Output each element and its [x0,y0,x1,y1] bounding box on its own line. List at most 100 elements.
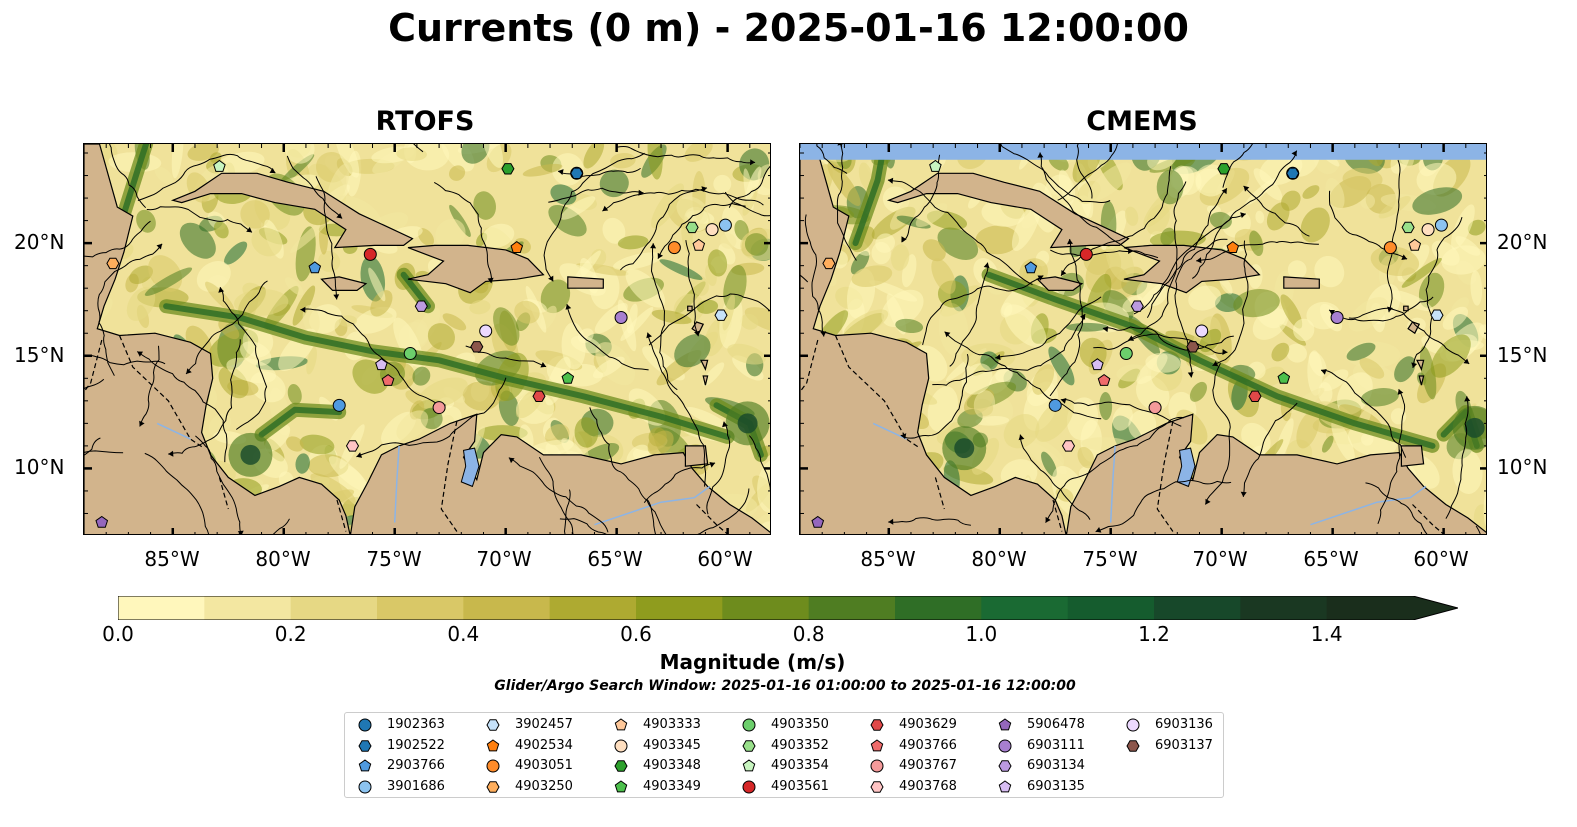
float-marker-6903136[interactable] [1195,324,1209,338]
colorbar-segment [1240,596,1328,620]
float-marker-4903629[interactable] [1248,390,1262,402]
legend-marker-4903345[interactable] [614,739,628,752]
float-marker-6903137[interactable] [1186,341,1200,353]
legend-marker-6903135[interactable] [998,779,1012,792]
float-marker-6903137[interactable] [470,341,484,353]
float-marker-3901686[interactable] [1434,218,1448,232]
float-marker-3901686[interactable] [718,218,732,232]
float-marker-4903352[interactable] [1401,221,1415,234]
float-marker-4903345[interactable] [1421,223,1435,237]
float-marker-3902457[interactable] [714,309,728,321]
legend-marker-4903051[interactable] [486,759,500,773]
legend-label: 4903766 [899,737,957,753]
legend-marker-1902363[interactable] [358,718,372,732]
legend-label: 4903250 [515,778,573,794]
colorbar-tick-label: 0.8 [792,622,825,646]
legend-marker-1902522[interactable] [358,739,372,752]
float-marker-1902522[interactable] [570,167,584,179]
float-marker-6903134[interactable] [1130,300,1144,312]
float-marker-4903348[interactable] [1217,163,1231,175]
float-marker-4903350[interactable] [403,347,417,361]
float-marker-4902534[interactable] [1226,240,1240,253]
country-border [84,339,103,393]
colorbar-segment [204,596,292,620]
float-marker-4903766[interactable] [1097,373,1111,386]
float-marker-4903629[interactable] [532,390,546,402]
legend-marker-3901686[interactable] [358,780,372,793]
float-marker-6903136[interactable] [479,324,493,338]
float-marker-6903134[interactable] [414,300,428,312]
river [872,422,907,440]
float-marker-4903354[interactable] [929,159,942,172]
float-marker-2903766[interactable] [308,261,322,274]
float-marker-4903767[interactable] [432,401,446,415]
float-marker-4903768[interactable] [1061,440,1076,452]
legend-marker-3902457[interactable] [486,719,500,731]
float-marker-5906478[interactable] [811,515,825,528]
legend-marker-6903137[interactable] [1126,739,1140,752]
float-marker-6903111[interactable] [1330,310,1344,324]
figure-title: Currents (0 m) - 2025-01-16 12:00:00 [388,6,1189,50]
float-marker-4903349[interactable] [1277,371,1291,384]
legend-marker-4902534[interactable] [486,738,500,751]
float-marker-1902522[interactable] [1286,167,1300,179]
float-marker-4903345[interactable] [705,223,719,237]
float-marker-6903135[interactable] [1091,358,1104,371]
legend-marker-4903350[interactable] [742,718,756,732]
colorbar-tick-label: 0.6 [620,622,652,646]
float-marker-6903135[interactable] [375,358,388,371]
lat-label-10n-left: 10°N [14,455,65,479]
float-marker-4903561[interactable] [363,247,377,261]
float-marker-4903768[interactable] [345,440,360,452]
float-marker-2903766[interactable] [1024,261,1038,274]
lon-label-60w-left: 60°W [697,547,753,571]
float-marker-4903333[interactable] [692,238,706,251]
legend-label: 6903111 [1027,737,1085,753]
lon-label-85w-right: 85°W [860,547,916,571]
colorbar-segment [981,596,1069,620]
float-marker-4903250[interactable] [822,257,836,270]
float-marker-4903350[interactable] [1119,347,1133,361]
legend-marker-4903766[interactable] [870,738,884,751]
colorbar-segment [463,596,551,620]
float-marker-5906478[interactable] [95,515,109,528]
float-marker-4903766[interactable] [381,373,395,386]
legend-marker-4903349[interactable] [614,779,628,792]
float-marker-4902534[interactable] [510,240,524,253]
legend-marker-4903629[interactable] [870,719,884,731]
colorbar-segment [1067,596,1155,620]
legend-marker-4903352[interactable] [742,739,756,752]
legend-marker-6903111[interactable] [998,739,1012,752]
legend-marker-4903348[interactable] [614,760,628,772]
legend-marker-6903134[interactable] [998,760,1012,772]
float-marker-4903333[interactable] [1408,238,1422,251]
lon-label-80w-right: 80°W [971,547,1027,571]
legend-marker-2903766[interactable] [358,759,372,772]
float-marker-4903051[interactable] [1383,241,1397,255]
float-marker-4903250[interactable] [106,257,120,270]
legend-marker-4903561[interactable] [742,780,756,793]
map-panel-cmems[interactable] [799,143,1487,535]
float-marker-4903767[interactable] [1148,401,1162,415]
legend-marker-4903333[interactable] [614,718,628,731]
float-marker-4903329[interactable] [332,398,346,412]
float-marker-4903561[interactable] [1079,247,1093,261]
float-marker-4903329[interactable] [1048,398,1062,412]
float-marker-4903051[interactable] [667,241,681,255]
float-marker-3902457[interactable] [1430,309,1444,321]
legend-marker-4903354[interactable] [742,759,756,772]
legend-marker-4903768[interactable] [870,780,884,793]
legend-marker-5906478[interactable] [998,718,1012,731]
float-marker-4903348[interactable] [501,163,515,175]
legend-marker-6903136[interactable] [1126,718,1140,732]
legend-label: 4903051 [515,758,573,773]
float-marker-4903352[interactable] [685,221,699,234]
float-marker-4903354[interactable] [213,159,226,172]
legend-marker-4903250[interactable] [486,780,500,793]
legend-marker-4903767[interactable] [870,759,884,773]
colorbar-segment [1154,596,1241,620]
legend-label: 4903333 [643,717,701,732]
float-marker-6903111[interactable] [614,310,628,324]
float-marker-4903349[interactable] [561,371,575,384]
map-panel-rtofs[interactable] [83,143,771,535]
